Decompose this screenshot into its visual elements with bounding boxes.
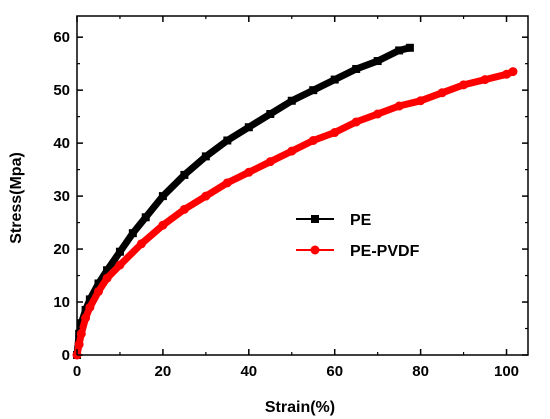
data-point	[93, 286, 103, 296]
y-axis-ticks: 0 10 20 30 40 50 60	[53, 29, 528, 364]
data-point	[395, 46, 404, 55]
legend-label-pe-pvdf: PE-PVDF	[350, 243, 420, 260]
data-point	[102, 273, 112, 283]
legend-marker-pe-pvdf	[310, 245, 320, 255]
data-point	[136, 239, 146, 249]
data-point	[103, 266, 112, 275]
y-tick-label: 0	[62, 347, 70, 364]
x-axis-ticks: 0 20 40 60 80 100	[73, 16, 519, 380]
y-tick-label: 20	[53, 241, 70, 258]
data-point	[128, 229, 137, 238]
data-point	[459, 80, 469, 90]
data-point	[330, 75, 339, 84]
data-point	[158, 192, 167, 201]
series-line	[73, 44, 414, 359]
data-point	[508, 67, 518, 77]
y-axis-label: Stress(Mpa)	[8, 152, 25, 244]
data-point	[94, 279, 103, 288]
data-point	[85, 295, 94, 304]
data-point	[115, 260, 125, 270]
x-tick-label: 100	[494, 363, 519, 380]
data-point	[405, 43, 414, 52]
data-point	[158, 220, 168, 230]
data-point	[437, 88, 447, 98]
x-tick-label: 80	[412, 363, 429, 380]
y-tick-label: 50	[53, 82, 70, 99]
data-point	[287, 146, 297, 156]
data-point	[81, 313, 91, 323]
data-point	[180, 170, 189, 179]
y-tick-label: 30	[53, 188, 70, 205]
data-point	[330, 128, 340, 138]
data-point	[266, 109, 275, 118]
data-point	[201, 152, 210, 161]
data-point	[287, 96, 296, 105]
data-point	[244, 123, 253, 132]
series-pe-pvdf	[72, 67, 518, 360]
data-point	[85, 302, 95, 312]
data-point	[179, 204, 189, 214]
x-tick-label: 20	[155, 363, 172, 380]
data-point	[416, 96, 426, 106]
data-point	[373, 109, 383, 119]
legend-label-pe: PE	[350, 212, 372, 229]
data-point	[115, 247, 124, 256]
y-tick-label: 10	[53, 294, 70, 311]
legend: PE PE-PVDF	[296, 212, 420, 260]
data-point	[76, 329, 86, 339]
x-tick-label: 0	[73, 363, 81, 380]
data-point	[351, 117, 361, 127]
y-tick-label: 60	[53, 29, 70, 46]
x-tick-label: 60	[326, 363, 343, 380]
data-point	[222, 178, 232, 188]
plot-frame	[76, 15, 529, 356]
data-point	[308, 135, 318, 145]
data-point	[394, 101, 404, 111]
legend-marker-pe	[311, 215, 319, 223]
data-point	[223, 136, 232, 145]
series-pe	[73, 43, 414, 359]
data-point	[244, 167, 254, 177]
y-tick-label: 40	[53, 135, 70, 152]
data-point	[309, 86, 318, 95]
x-tick-label: 40	[240, 363, 257, 380]
data-point	[352, 64, 361, 73]
plot-border	[76, 15, 529, 356]
data-point	[373, 57, 382, 66]
data-point	[141, 213, 150, 222]
data-point	[480, 75, 490, 85]
data-point	[201, 191, 211, 201]
data-point	[74, 339, 84, 349]
data-point	[265, 157, 275, 167]
x-axis-label: Strain(%)	[265, 399, 335, 416]
series-layer	[72, 43, 518, 360]
